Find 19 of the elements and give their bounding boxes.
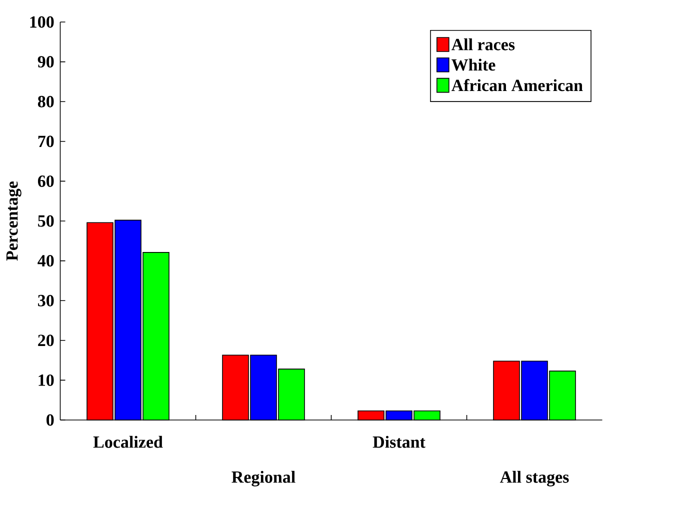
legend-label: All races <box>451 38 515 50</box>
y-tick-label: 80 <box>38 96 54 108</box>
x-tick-label: All stages <box>500 470 569 486</box>
y-tick-label: 20 <box>38 334 54 346</box>
y-tick-label: 10 <box>38 374 54 386</box>
y-tick-label: 0 <box>46 414 54 426</box>
x-tick-label: Distant <box>372 436 426 448</box>
x-tick-label: Localized <box>93 436 163 448</box>
y-tick-label: 70 <box>38 136 54 148</box>
legend-label: African American <box>451 79 583 92</box>
y-tick-label: 40 <box>38 255 54 267</box>
legend-label: White <box>452 58 496 71</box>
y-axis-title: Percentage <box>6 181 22 261</box>
y-tick-label: 50 <box>38 215 54 227</box>
x-tick-label: Regional <box>232 470 296 486</box>
y-tick-label: 30 <box>38 294 54 306</box>
y-tick-label: 60 <box>38 175 54 187</box>
y-tick-label: 100 <box>30 16 54 28</box>
y-tick-label: 90 <box>38 56 54 68</box>
